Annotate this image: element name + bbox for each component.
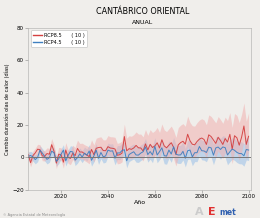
Text: met: met	[220, 208, 236, 217]
Text: ANUAL: ANUAL	[132, 20, 154, 25]
Y-axis label: Cambio duración olas de calor (días): Cambio duración olas de calor (días)	[4, 63, 10, 155]
Text: © Agencia Estatal de Meteorología: © Agencia Estatal de Meteorología	[3, 213, 65, 217]
Text: CANTÁBRICO ORIENTAL: CANTÁBRICO ORIENTAL	[96, 7, 190, 15]
Text: A: A	[195, 207, 204, 217]
Text: E: E	[208, 207, 216, 217]
Legend: RCP8.5      ( 10 ), RCP4.5      ( 10 ): RCP8.5 ( 10 ), RCP4.5 ( 10 )	[31, 31, 87, 48]
X-axis label: Año: Año	[134, 200, 146, 205]
